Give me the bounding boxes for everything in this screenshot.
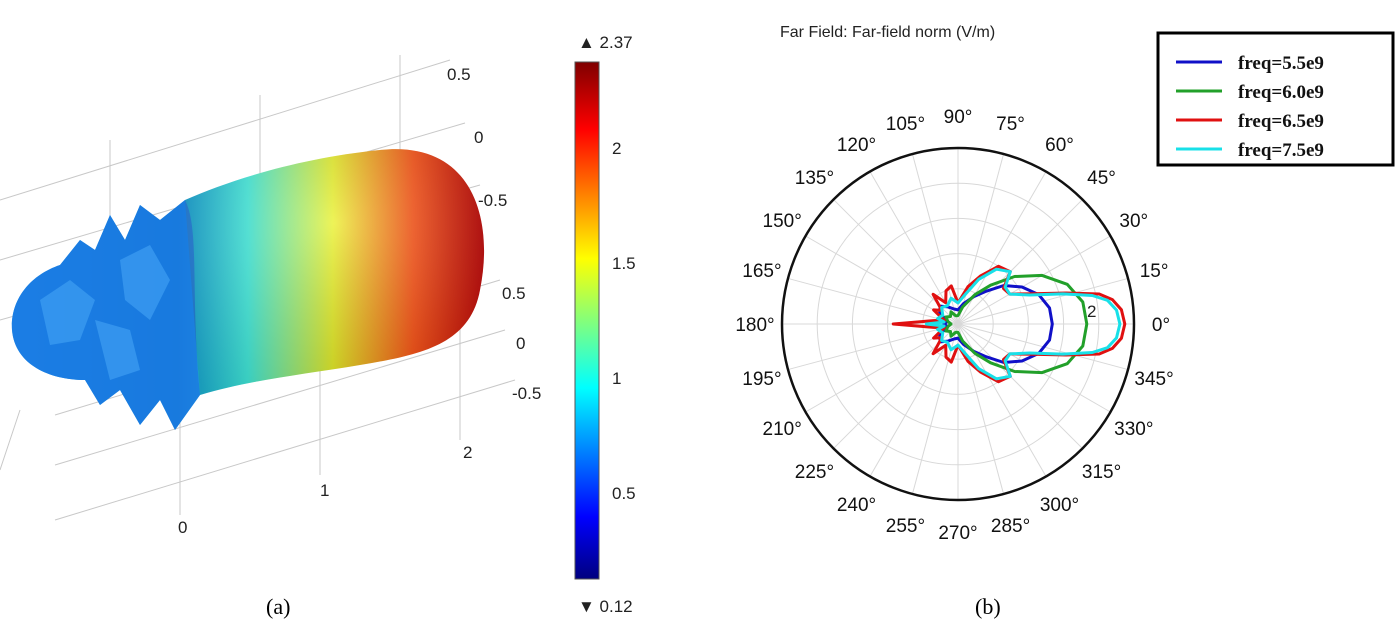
polar-spoke (957, 235, 1111, 325)
angle-tick-label: 270° (938, 523, 977, 544)
colorbar-tick: 0.5 (612, 484, 636, 503)
legend-label: freq=6.5e9 (1238, 111, 1324, 132)
polar-spoke (957, 153, 1005, 325)
angle-tick-label: 60° (1045, 135, 1074, 156)
series-line-freq-6-0e9 (944, 273, 1089, 375)
polar-spoke (957, 323, 1083, 449)
angle-tick-label: 180° (735, 315, 774, 336)
angle-tick-label: 330° (1114, 419, 1153, 440)
polar-ring (851, 217, 1065, 431)
angle-tick-label: 210° (763, 419, 802, 440)
angle-tick-label: 225° (795, 462, 834, 483)
angle-tick-label: 0° (1152, 315, 1170, 336)
polar-spoke (869, 323, 959, 477)
angle-tick-label: 120° (837, 135, 876, 156)
x-tick: 0 (178, 518, 187, 537)
polar-ring (887, 253, 1029, 395)
angle-tick-label: 75° (996, 114, 1025, 135)
angle-tick-label: 285° (991, 516, 1030, 537)
legend-label: freq=6.0e9 (1238, 82, 1324, 103)
polar-plot: 0° 15° 30° 45° 60° 75° 90° 105° 120°135° 150° 165°… (735, 107, 1173, 544)
polar-title: Far Field: Far-field norm (V/m) (780, 24, 995, 41)
z-upper-tick: -0.5 (478, 191, 507, 210)
3d-axis-labels: 0.5 0 -0.5 0.5 0 -0.5 0 1 2 (178, 65, 541, 537)
panel-label-a: (a) (266, 594, 290, 619)
angle-tick-label: 135° (795, 168, 834, 189)
panel-label-b: (b) (975, 594, 1001, 619)
angle-tick-label: 15° (1140, 261, 1169, 282)
angle-tick-label: 345° (1134, 369, 1173, 390)
series-line-freq-5-5e9 (938, 284, 1054, 364)
colorbar-max-label: ▲ 2.37 (578, 33, 633, 52)
polar-spoke (911, 153, 959, 325)
colorbar: ▲ 2.37 ▼ 0.12 2 1.5 1 0.5 (574, 33, 636, 616)
z-lower-tick: -0.5 (512, 384, 541, 403)
angle-tick-label: 195° (742, 369, 781, 390)
polar-ring (816, 182, 1100, 466)
colorbar-tick: 2 (612, 139, 621, 158)
angle-tick-label: 30° (1119, 211, 1148, 232)
angle-tick-label: 165° (742, 261, 781, 282)
angle-tick-label: 45° (1087, 168, 1116, 189)
polar-spoke (911, 323, 959, 495)
colorbar-tick: 1 (612, 369, 621, 388)
x-tick: 1 (320, 481, 329, 500)
z-lower-tick: 0.5 (502, 284, 526, 303)
angle-tick-label: 150° (763, 211, 802, 232)
angle-tick-label: 255° (886, 516, 925, 537)
angle-tick-label: 105° (886, 114, 925, 135)
series-line-freq-6-5e9 (891, 264, 1127, 384)
angle-tick-label: 300° (1040, 495, 1079, 516)
r-ring-label: 2 (1087, 302, 1096, 321)
polar-ring (780, 146, 1136, 502)
polar-spoke (957, 323, 1111, 413)
3d-radiation-pattern (11, 149, 485, 430)
series-line-freq-7-5e9 (924, 267, 1122, 381)
polar-spoke (957, 323, 1005, 495)
legend: freq=5.5e9 freq=6.0e9 freq=6.5e9 freq=7.5e9 (1156, 31, 1395, 167)
angle-tick-label: 315° (1082, 462, 1121, 483)
colorbar-tick: 1.5 (612, 254, 636, 273)
polar-spoke (787, 323, 959, 371)
z-upper-tick: 0.5 (447, 65, 471, 84)
polar-spoke (957, 171, 1047, 325)
angle-tick-label: 240° (837, 495, 876, 516)
legend-label: freq=5.5e9 (1238, 53, 1324, 74)
polar-spoke (869, 171, 959, 325)
polar-spoke (787, 277, 959, 325)
z-lower-tick: 0 (516, 334, 525, 353)
polar-spoke (957, 199, 1083, 325)
angle-tick-label: 90° (944, 107, 973, 128)
colorbar-min-label: ▼ 0.12 (578, 597, 633, 616)
polar-ring (922, 288, 994, 360)
x-tick: 2 (463, 443, 472, 462)
polar-spoke (957, 323, 1047, 477)
z-upper-tick: 0 (474, 128, 483, 147)
legend-label: freq=7.5e9 (1238, 140, 1324, 161)
